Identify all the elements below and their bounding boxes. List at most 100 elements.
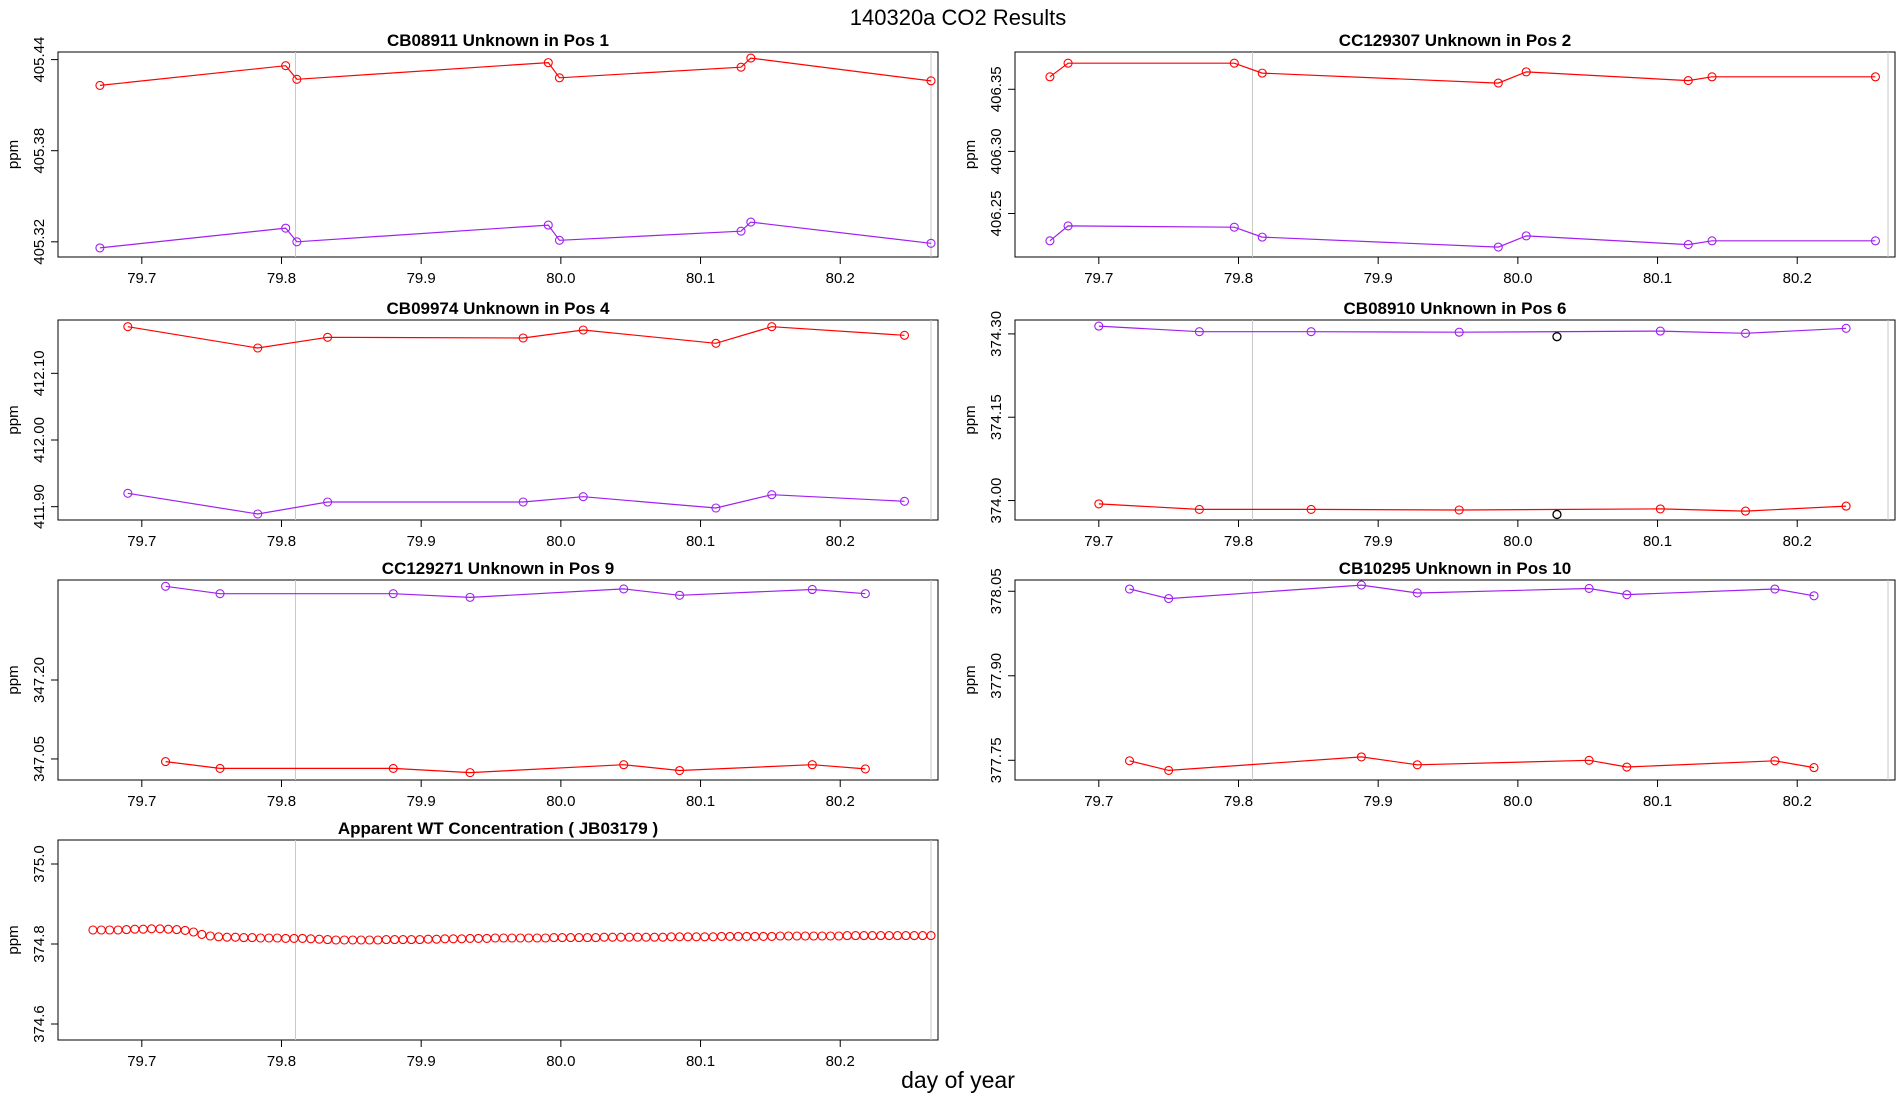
data-point xyxy=(899,496,910,506)
x-tick-label: 79.7 xyxy=(127,533,156,550)
data-point xyxy=(490,933,500,943)
data-point xyxy=(465,592,475,602)
data-point xyxy=(172,925,182,935)
data-point xyxy=(733,931,743,941)
x-tick-label: 80.2 xyxy=(826,1053,855,1070)
data-point xyxy=(1454,327,1464,337)
panel-5: CC129271 Unknown in Pos 9 79.7 79.8 79.9 80.… xyxy=(5,559,939,810)
data-point xyxy=(339,935,349,945)
data-point xyxy=(188,927,199,937)
data-point xyxy=(711,338,721,348)
data-point xyxy=(1063,58,1073,68)
panel-1: CB08911 Unknown in Pos 1 79.7 79.8 79.9 80.0… xyxy=(5,31,939,287)
data-point xyxy=(239,933,249,943)
data-point xyxy=(725,931,735,941)
data-point xyxy=(1740,328,1751,338)
series-line xyxy=(1049,62,1876,84)
data-point xyxy=(817,931,827,941)
y-tick-label: 374.8 xyxy=(31,925,48,963)
outlier-point xyxy=(1552,332,1562,342)
x-tick-label: 79.8 xyxy=(267,533,296,550)
data-point xyxy=(1870,236,1880,246)
data-point xyxy=(95,243,105,253)
series-line xyxy=(127,492,905,515)
data-point xyxy=(708,932,718,942)
data-point xyxy=(281,933,291,943)
data-point xyxy=(113,925,123,935)
x-tick-label: 80.0 xyxy=(546,1053,575,1070)
data-point xyxy=(423,934,433,944)
data-point xyxy=(465,933,475,943)
y-axis-label: ppm xyxy=(962,665,979,694)
data-point xyxy=(1493,242,1503,252)
data-point xyxy=(1164,594,1174,604)
x-tick-label: 80.1 xyxy=(1643,793,1672,810)
data-point xyxy=(1655,326,1665,336)
data-point xyxy=(1622,590,1632,600)
data-point xyxy=(834,931,844,941)
data-point xyxy=(323,332,333,342)
panels: CB08911 Unknown in Pos 1 79.7 79.8 79.9 80.0… xyxy=(5,31,1896,1070)
data-point xyxy=(909,931,919,941)
data-point xyxy=(591,933,601,943)
series-1 xyxy=(123,322,910,353)
y-tick-label: 405.38 xyxy=(31,128,48,174)
outlier-point xyxy=(1552,509,1562,520)
data-point xyxy=(607,932,618,942)
data-point xyxy=(1770,584,1780,594)
data-point xyxy=(1063,221,1073,231)
data-point xyxy=(809,931,819,941)
series-line xyxy=(99,221,932,249)
series-line xyxy=(1098,325,1847,334)
data-point xyxy=(96,925,106,935)
data-point xyxy=(578,492,588,502)
series-line xyxy=(1129,756,1815,772)
data-point xyxy=(465,768,475,778)
y-tick-label: 406.25 xyxy=(988,191,1005,237)
data-point xyxy=(649,932,659,942)
series-1 xyxy=(1045,58,1880,88)
data-point xyxy=(1870,72,1880,82)
series-line xyxy=(1129,584,1815,600)
data-point xyxy=(658,932,668,942)
data-point xyxy=(1841,323,1851,333)
x-tick-label: 79.9 xyxy=(1364,533,1393,550)
data-point xyxy=(1809,591,1819,601)
data-point xyxy=(297,933,307,943)
data-point xyxy=(457,934,467,944)
data-point xyxy=(800,931,810,941)
data-point xyxy=(566,933,576,943)
x-tick-label: 80.1 xyxy=(686,1053,715,1070)
data-point xyxy=(388,589,398,599)
data-point xyxy=(1412,760,1422,770)
x-tick-label: 79.7 xyxy=(1084,793,1113,810)
data-point xyxy=(289,933,299,943)
series-line xyxy=(165,761,866,774)
data-point xyxy=(700,932,710,942)
x-tick-label: 80.1 xyxy=(686,270,715,287)
data-point xyxy=(859,931,869,941)
data-point xyxy=(901,931,911,941)
data-point xyxy=(736,62,746,72)
series-2 xyxy=(123,488,910,519)
data-point xyxy=(1584,755,1594,765)
x-tick-label: 80.1 xyxy=(686,533,715,550)
x-tick-label: 80.0 xyxy=(1503,793,1532,810)
data-point xyxy=(918,931,928,941)
panel-6: CB10295 Unknown in Pos 10 79.7 79.8 79.9 80.… xyxy=(962,559,1896,810)
data-point xyxy=(1412,588,1422,598)
data-point xyxy=(147,924,157,934)
data-point xyxy=(247,933,257,943)
x-tick-label: 80.2 xyxy=(826,270,855,287)
panel-title: Apparent WT Concentration ( JB03179 ) xyxy=(338,819,658,838)
panel-title: CB08910 Unknown in Pos 6 xyxy=(1344,299,1567,318)
series-1 xyxy=(95,53,936,90)
data-point xyxy=(683,932,693,942)
data-point xyxy=(884,931,894,941)
data-point xyxy=(331,935,341,945)
plot-frame xyxy=(57,839,939,1041)
x-tick-label: 79.9 xyxy=(407,1053,436,1070)
data-point xyxy=(264,933,274,943)
y-tick-label: 375.0 xyxy=(31,845,48,883)
data-point xyxy=(892,931,903,941)
